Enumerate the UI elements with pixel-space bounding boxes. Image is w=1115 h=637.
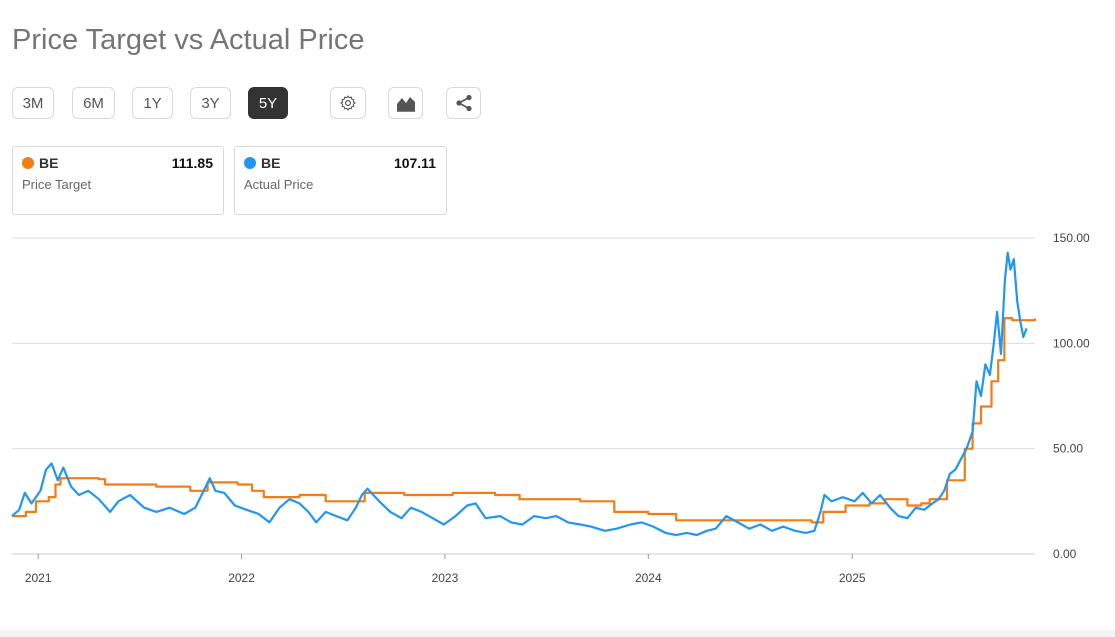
legend-card-price-target: BE 111.85 Price Target [12, 146, 224, 215]
y-tick-label: 150.00 [1053, 231, 1090, 245]
legend-ticker: BE [261, 155, 281, 171]
legend-value: 107.11 [393, 155, 436, 171]
x-tick-label: 2023 [432, 571, 459, 585]
legend-label: Actual Price [244, 177, 314, 192]
price-target-series-line [12, 317, 1037, 524]
legend-ticker: BE [39, 155, 59, 171]
y-tick-label: 50.00 [1053, 442, 1083, 456]
actual-price-series-line [11, 251, 1028, 537]
chart-type-button[interactable] [388, 87, 423, 119]
legend-card-actual-price: BE 107.11 Actual Price [234, 146, 447, 215]
x-tick-label: 2025 [839, 571, 866, 585]
legend-value: 111.85 [171, 155, 213, 171]
page-title: Price Target vs Actual Price [12, 24, 365, 56]
range-button-1y[interactable]: 1Y [132, 87, 173, 119]
range-button-6m[interactable]: 6M [72, 87, 115, 119]
price-target-dot-icon [22, 157, 34, 169]
actual-price-dot-icon [244, 157, 256, 169]
range-button-3y[interactable]: 3Y [190, 87, 231, 119]
share-icon [455, 94, 473, 112]
y-tick-label: 0.00 [1053, 547, 1077, 561]
y-tick-label: 100.00 [1053, 336, 1090, 350]
share-button[interactable] [446, 87, 481, 119]
settings-button[interactable] [330, 87, 366, 119]
x-tick-label: 2024 [635, 571, 662, 585]
x-tick-label: 2022 [228, 571, 255, 585]
gear-icon [339, 94, 357, 112]
price-chart[interactable]: 0.00 50.00 100.00 150.00 2021 2022 2023 2024 202… [0, 225, 1115, 595]
legend-label: Price Target [22, 177, 92, 192]
area-chart-icon [396, 94, 416, 112]
range-button-3m[interactable]: 3M [12, 87, 54, 119]
x-tick-label: 2021 [25, 571, 52, 585]
range-button-5y[interactable]: 5Y [248, 87, 288, 119]
page-footer-strip [0, 630, 1115, 637]
